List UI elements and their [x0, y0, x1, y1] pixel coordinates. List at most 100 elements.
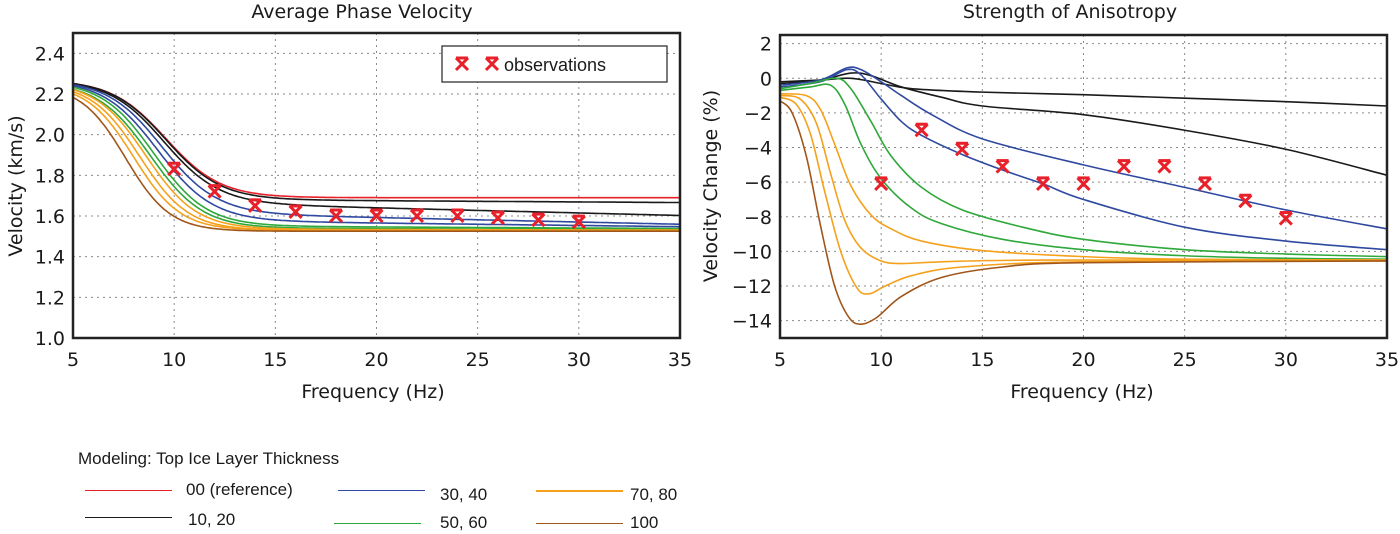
legend-title: Modeling: Top Ice Layer Thickness	[78, 449, 340, 468]
legend-box	[441, 45, 668, 83]
legend-label: 30, 40	[440, 485, 488, 504]
observation-marker	[995, 159, 1010, 174]
observation-marker	[531, 212, 546, 228]
legend-label: 100	[630, 513, 659, 532]
observations-group	[874, 122, 1293, 226]
y-tick-label: 2.0	[35, 125, 65, 147]
series-line-80	[779, 94, 1388, 265]
x-tick-label: 30	[1274, 349, 1298, 371]
y-tick-label: −6	[744, 172, 772, 194]
y-tick-label: −4	[744, 138, 772, 160]
x-tick-label: 5	[774, 349, 786, 371]
observation-marker	[409, 208, 425, 224]
y-tick-label: 0	[760, 68, 772, 90]
series-line-100	[779, 100, 1388, 325]
legend-label: 70, 80	[630, 485, 678, 504]
plot-frame	[778, 33, 1389, 340]
legend-label: 00 (reference)	[186, 480, 293, 499]
x-tick-label: 10	[162, 349, 186, 371]
series-line-40	[779, 68, 1388, 251]
observation-marker	[914, 122, 929, 138]
legend-line-00	[85, 490, 172, 491]
series-line-30	[779, 66, 1388, 230]
legend-line-100	[536, 523, 623, 524]
series-line-80b	[72, 93, 680, 231]
y-tick-label: 1.8	[35, 165, 65, 187]
x-tick-label: 20	[1071, 349, 1095, 371]
x-tick-label: 35	[1375, 349, 1399, 371]
observation-marker	[1157, 159, 1172, 174]
y-tick-label: 2.2	[35, 84, 65, 106]
observation-marker	[248, 198, 263, 213]
series-line-10	[779, 77, 1388, 107]
y-tick-labels: 1.0 1.2 1.4 1.6 1.8 2.0 2.2 2.4	[35, 43, 65, 350]
y-tick-label: 1.0	[35, 328, 65, 350]
observation-marker	[1238, 193, 1253, 209]
series-group	[779, 66, 1388, 325]
series-line-70	[779, 93, 1388, 261]
x-tick-labels: 5 10 15 20 25 30 35	[774, 349, 1399, 371]
observation-marker	[874, 176, 889, 191]
observations-legend: observations	[441, 45, 668, 83]
y-axis-label: Velocity Change (%)	[700, 90, 722, 282]
series-line-100	[72, 96, 680, 232]
grid	[780, 35, 1387, 338]
observation-marker	[1035, 176, 1051, 191]
observation-marker	[288, 204, 303, 219]
series-line-50	[779, 77, 1388, 258]
y-tick-label: 1.4	[35, 247, 65, 269]
observation-marker	[167, 161, 182, 177]
x-tick-labels: 5 10 15 20 25 30 35	[67, 349, 692, 371]
y-tick-label: −12	[732, 276, 772, 298]
legend-line-70-80	[536, 490, 623, 492]
strength-of-anisotropy-chart: Strength of Anisotropy 5 10 15 20 25 30 35 −14…	[700, 1, 1399, 403]
legend-marker-observation	[484, 56, 500, 72]
x-tick-label: 25	[1173, 349, 1197, 371]
series-line-20	[72, 83, 681, 217]
x-tick-label: 20	[364, 349, 388, 371]
observation-marker	[207, 184, 222, 199]
observation-marker	[1278, 211, 1293, 226]
x-axis-label: Frequency (Hz)	[301, 381, 444, 403]
observation-marker	[328, 208, 344, 224]
series-line-10	[72, 82, 680, 204]
legend-line-50-60	[334, 523, 421, 524]
x-tick-label: 5	[67, 349, 79, 371]
observation-marker	[955, 141, 970, 157]
series-line-20	[779, 72, 1388, 177]
x-tick-label: 15	[970, 349, 994, 371]
y-tick-label: 1.6	[35, 206, 65, 228]
y-tick-label: 2.4	[35, 43, 65, 65]
legend-label: 50, 60	[440, 513, 488, 532]
y-tick-label: −10	[732, 241, 772, 263]
legend-label: 10, 20	[188, 510, 236, 529]
series-line-50	[72, 86, 680, 230]
series-group	[72, 82, 681, 232]
observation-marker	[490, 210, 505, 226]
plot-frame	[71, 31, 682, 340]
series-line-00 (reference)	[72, 82, 680, 199]
observation-marker	[1116, 159, 1132, 174]
y-tick-label: 1.2	[35, 287, 65, 309]
legend-line-10-20	[85, 517, 172, 518]
legend-marker-observation	[454, 56, 470, 72]
x-tick-label: 30	[567, 349, 591, 371]
observation-marker	[1076, 176, 1091, 191]
y-tick-label: −2	[744, 103, 772, 125]
series-line-80b	[779, 96, 1388, 295]
series-line-60	[779, 83, 1388, 261]
chart-title: Average Phase Velocity	[251, 1, 472, 23]
y-axis-label: Velocity (km/s)	[5, 115, 27, 256]
x-axis-label: Frequency (Hz)	[1010, 381, 1153, 403]
x-tick-label: 10	[869, 349, 893, 371]
observation-marker	[369, 208, 384, 224]
legend-marker-group	[454, 56, 500, 72]
observation-marker	[571, 214, 586, 230]
x-tick-label: 25	[466, 349, 490, 371]
y-tick-label: −8	[744, 207, 772, 229]
x-tick-label: 15	[263, 349, 287, 371]
legend-line-30-40	[338, 490, 425, 491]
y-tick-labels: −14 −12 −10 −8 −6 −4 −2 0 2	[732, 34, 772, 333]
observations-group	[167, 161, 586, 230]
